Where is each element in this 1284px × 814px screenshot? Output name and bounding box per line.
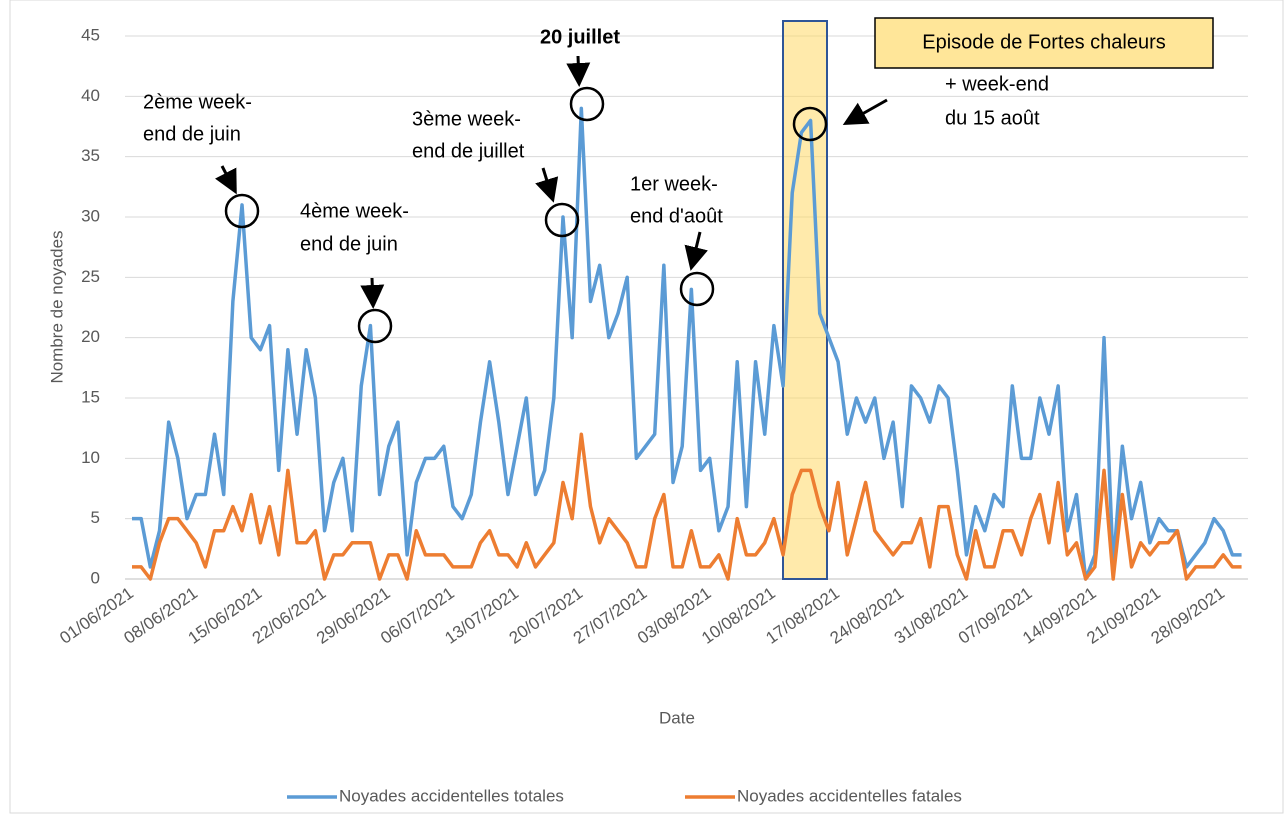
annotation: end d'août <box>630 205 723 227</box>
y-tick-label: 30 <box>81 206 100 225</box>
y-tick-label: 25 <box>81 267 100 286</box>
y-tick-label: 15 <box>81 387 100 406</box>
annotation: 3ème week- <box>412 108 521 130</box>
annotation: du 15 août <box>945 107 1040 129</box>
y-tick-label: 35 <box>81 146 100 165</box>
series-line <box>132 432 1242 581</box>
circle <box>544 202 580 238</box>
annotation-circles <box>224 86 828 344</box>
annotation-box <box>874 17 1214 69</box>
circle <box>224 193 260 229</box>
y-tick-label: 45 <box>81 25 100 44</box>
annotation: 20 juillet <box>540 26 620 48</box>
y-tick-label: 10 <box>81 448 100 467</box>
arrow <box>360 277 385 309</box>
annotation: 2ème week- <box>143 91 252 113</box>
annotation: + week-end <box>945 73 1049 95</box>
circle <box>357 308 393 344</box>
arrow <box>215 165 237 195</box>
annotation-arrows <box>215 55 888 309</box>
circle <box>569 86 605 122</box>
legend-label: Noyades accidentelles totales <box>339 786 564 805</box>
circle <box>679 271 715 307</box>
annotation: 4ème week- <box>300 200 409 222</box>
legend-label: Noyades accidentelles fatales <box>737 786 962 805</box>
arrow <box>842 98 888 125</box>
y-axis-title: Nombre de noyades <box>47 230 66 383</box>
circle <box>792 106 828 142</box>
annotation: 1er week- <box>630 173 718 195</box>
y-tick-label: 20 <box>81 327 100 346</box>
y-tick-label: 5 <box>91 508 100 527</box>
annotation: Episode de Fortes chaleurs <box>922 31 1165 53</box>
series-line <box>132 106 1242 581</box>
y-tick-label: 0 <box>91 568 100 587</box>
arrow <box>535 167 559 203</box>
y-tick-label: 40 <box>81 86 100 105</box>
annotation: end de juin <box>143 123 241 145</box>
x-axis-title: Date <box>659 708 695 727</box>
chart-frame <box>9 0 1284 814</box>
arrow <box>566 55 591 87</box>
arrow <box>684 231 708 271</box>
annotation: end de juin <box>300 233 398 255</box>
annotation: end de juillet <box>412 140 525 162</box>
